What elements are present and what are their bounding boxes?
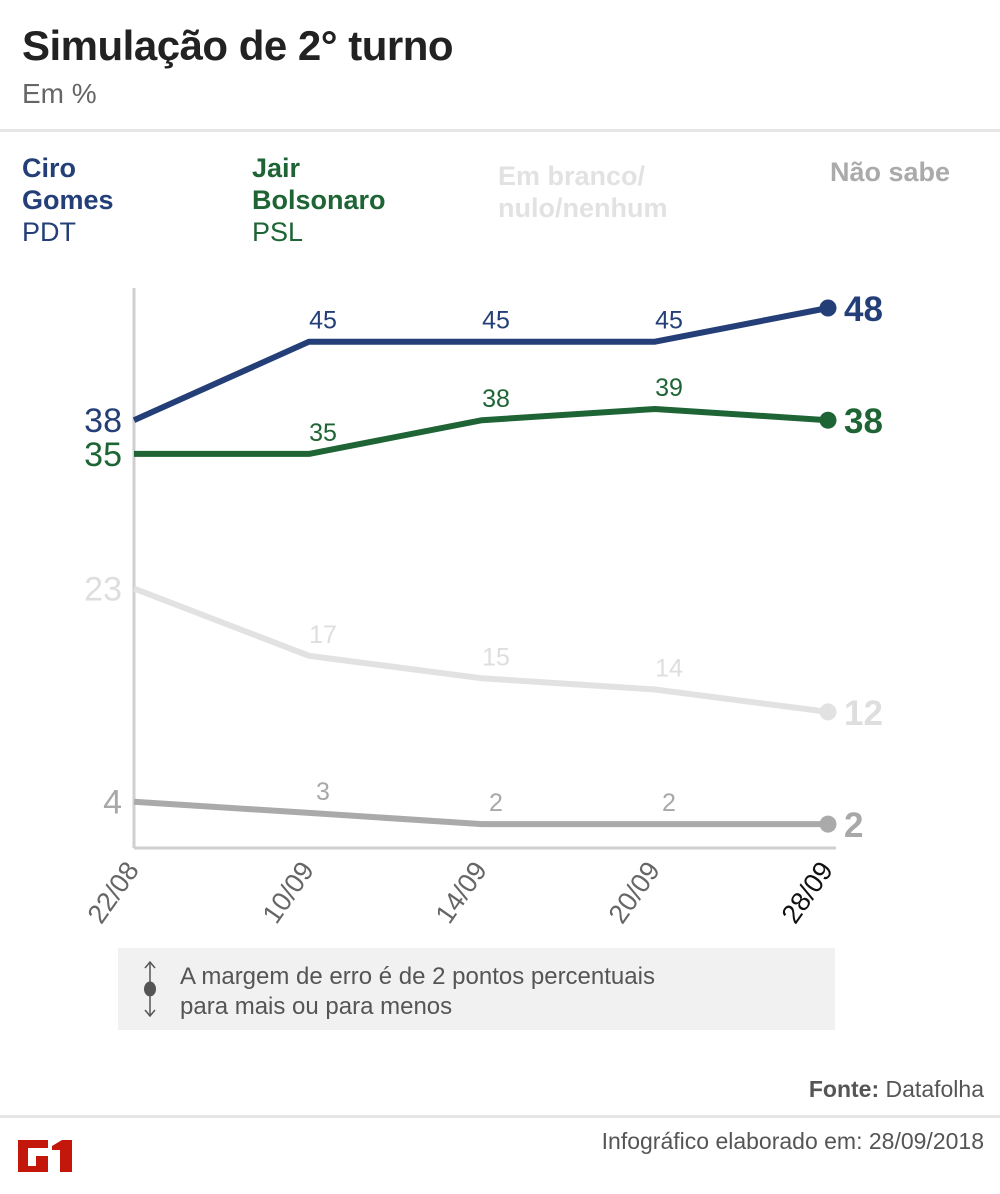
series-line-ciro-gomes-pdt — [132, 305, 829, 423]
end-point-em-branco-nulo-nenhum — [819, 703, 837, 721]
footer-divider — [0, 1115, 1000, 1118]
legend-name-line1: Jair — [252, 153, 301, 183]
end-point-ciro-gomes-pdt — [819, 299, 837, 317]
legend-item-bolsonaro: Jair Bolsonaro PSL — [252, 152, 386, 248]
x-tick-label: 28/09 — [776, 856, 839, 929]
data-label-em-branco-nulo-nenhum: 23 — [84, 571, 122, 609]
data-label-nao-sabe: 4 — [103, 784, 122, 822]
series-line-jair-bolsonaro-psl — [134, 406, 829, 457]
source: Fonte: Datafolha — [809, 1076, 984, 1103]
data-label-nao-sabe: 3 — [316, 778, 330, 806]
data-label-jair-bolsonaro-psl: 38 — [844, 402, 883, 441]
legend-party: PDT — [22, 217, 76, 247]
data-label-ciro-gomes-pdt: 45 — [309, 307, 337, 335]
legend-party: PSL — [252, 217, 304, 247]
data-label-em-branco-nulo-nenhum: 17 — [309, 621, 337, 649]
x-tick-label: 10/09 — [257, 856, 320, 929]
chart-title: Simulação de 2° turno — [22, 22, 454, 69]
margin-of-error-icon — [144, 960, 156, 1018]
chart-subtitle: Em % — [22, 78, 97, 109]
credit: Infográfico elaborado em: 28/09/2018 — [601, 1128, 984, 1154]
margin-of-error-note: A margem de erro é de 2 pontos percentua… — [118, 948, 835, 1030]
data-label-em-branco-nulo-nenhum: 14 — [655, 654, 683, 682]
end-point-jair-bolsonaro-psl — [819, 411, 837, 429]
data-label-ciro-gomes-pdt: 38 — [84, 402, 122, 440]
x-tick-label: 22/08 — [82, 856, 145, 929]
legend-name-line2: nulo/nenhum — [498, 193, 668, 223]
data-label-jair-bolsonaro-psl: 35 — [309, 419, 337, 447]
legend-name-line1: Não sabe — [830, 157, 951, 187]
data-label-ciro-gomes-pdt: 48 — [844, 290, 883, 329]
data-label-ciro-gomes-pdt: 45 — [655, 307, 683, 335]
data-label-nao-sabe: 2 — [662, 789, 676, 817]
note-line1: A margem de erro é de 2 pontos percentua… — [180, 963, 655, 990]
legend-item-branco-nulo: Em branco/ nulo/nenhum — [498, 160, 667, 224]
source-label: Fonte: — [808, 1076, 880, 1102]
data-label-nao-sabe: 2 — [489, 789, 503, 817]
legend-name-line2: Bolsonaro — [252, 185, 386, 215]
data-label-em-branco-nulo-nenhum: 12 — [844, 694, 883, 733]
legend-item-nao-sabe: Não sabe — [830, 156, 950, 188]
legend-name-line1: Ciro — [22, 153, 76, 183]
data-label-ciro-gomes-pdt: 45 — [482, 307, 510, 335]
legend-name-line1: Em branco/ — [498, 161, 646, 191]
data-label-jair-bolsonaro-psl: 39 — [655, 374, 683, 402]
g1-logo — [18, 1140, 72, 1172]
series-line-em-branco-nulo-nenhum — [132, 585, 829, 715]
end-point-nao-sabe — [819, 815, 837, 833]
data-label-jair-bolsonaro-psl: 35 — [84, 436, 122, 474]
data-label-jair-bolsonaro-psl: 38 — [482, 385, 510, 413]
header-divider — [0, 129, 1000, 132]
data-label-nao-sabe: 2 — [844, 806, 863, 845]
note-line2: para mais ou para menos — [180, 993, 453, 1020]
series-line-nao-sabe — [133, 798, 828, 828]
legend-name-line2: Gomes — [22, 185, 114, 215]
x-tick-label: 20/09 — [603, 856, 666, 929]
x-tick-label: 14/09 — [430, 856, 493, 929]
data-label-em-branco-nulo-nenhum: 15 — [482, 643, 510, 671]
source-value: Datafolha — [885, 1076, 984, 1102]
legend-item-ciro: Ciro Gomes PDT — [22, 152, 114, 248]
